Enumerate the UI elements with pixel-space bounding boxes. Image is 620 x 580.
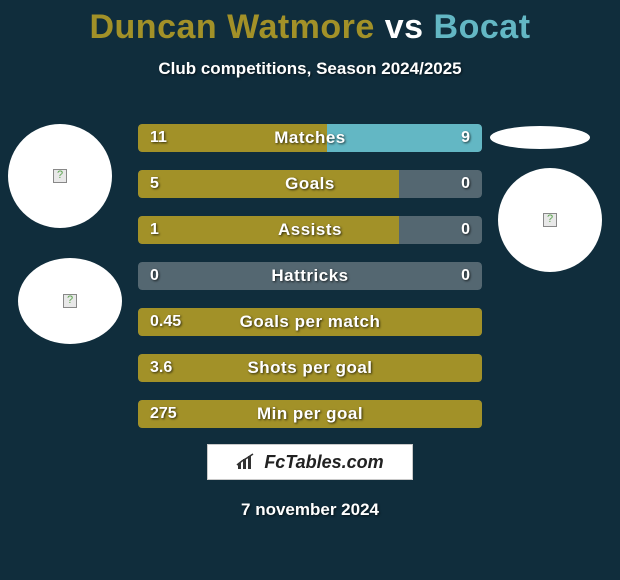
stat-bar-row: Hattricks0 0 xyxy=(138,262,482,290)
stat-bar-right-value: 0 xyxy=(461,262,470,290)
vs-text: vs xyxy=(385,8,424,46)
comparison-title: Duncan Watmore vs Bocat xyxy=(0,0,620,47)
stat-bar-label: Goals per match xyxy=(138,308,482,336)
stat-bar-left-value: 1 xyxy=(150,216,159,244)
player2-avatar xyxy=(498,168,602,272)
image-placeholder-icon xyxy=(543,213,557,227)
stat-bars-container: Matches119Goals50Assists10Hattricks00Goa… xyxy=(138,124,482,446)
stat-bar-label: Matches xyxy=(138,124,482,152)
stat-bar-row: Shots per goal3.6 xyxy=(138,354,482,382)
image-placeholder-icon xyxy=(53,169,67,183)
bar-chart-icon xyxy=(236,453,258,471)
player1-club-avatar xyxy=(18,258,122,344)
player1-avatar xyxy=(8,124,112,228)
brand-badge: FcTables.com xyxy=(207,444,413,480)
brand-text: FcTables.com xyxy=(264,452,383,473)
stat-bar-label: Hattricks xyxy=(138,262,482,290)
stat-bar-label: Assists xyxy=(138,216,482,244)
stat-bar-right-value: 9 xyxy=(461,124,470,152)
stat-bar-label: Min per goal xyxy=(138,400,482,428)
stat-bar-left-value: 11 xyxy=(150,124,167,152)
stat-bar-row: Assists1 0 xyxy=(138,216,482,244)
stat-bar-left-value: 0 xyxy=(150,262,159,290)
stat-bar-right-value: 0 xyxy=(461,170,470,198)
stat-bar-left-value: 3.6 xyxy=(150,354,172,382)
stat-bar-left-value: 275 xyxy=(150,400,177,428)
stat-bar-left-value: 0.45 xyxy=(150,308,181,336)
image-placeholder-icon xyxy=(63,294,77,308)
player2-name: Bocat xyxy=(434,8,531,46)
stat-bar-row: Goals per match0.45 xyxy=(138,308,482,336)
stat-bar-label: Goals xyxy=(138,170,482,198)
player2-decorative-oval xyxy=(490,126,590,149)
stat-bar-label: Shots per goal xyxy=(138,354,482,382)
stat-bar-row: Matches11 9 xyxy=(138,124,482,152)
player1-name: Duncan Watmore xyxy=(89,8,374,46)
stat-bar-left-value: 5 xyxy=(150,170,159,198)
comparison-date: 7 november 2024 xyxy=(0,500,620,520)
stat-bar-right-value: 0 xyxy=(461,216,470,244)
comparison-subtitle: Club competitions, Season 2024/2025 xyxy=(0,59,620,79)
stat-bar-row: Min per goal275 xyxy=(138,400,482,428)
stat-bar-row: Goals5 0 xyxy=(138,170,482,198)
